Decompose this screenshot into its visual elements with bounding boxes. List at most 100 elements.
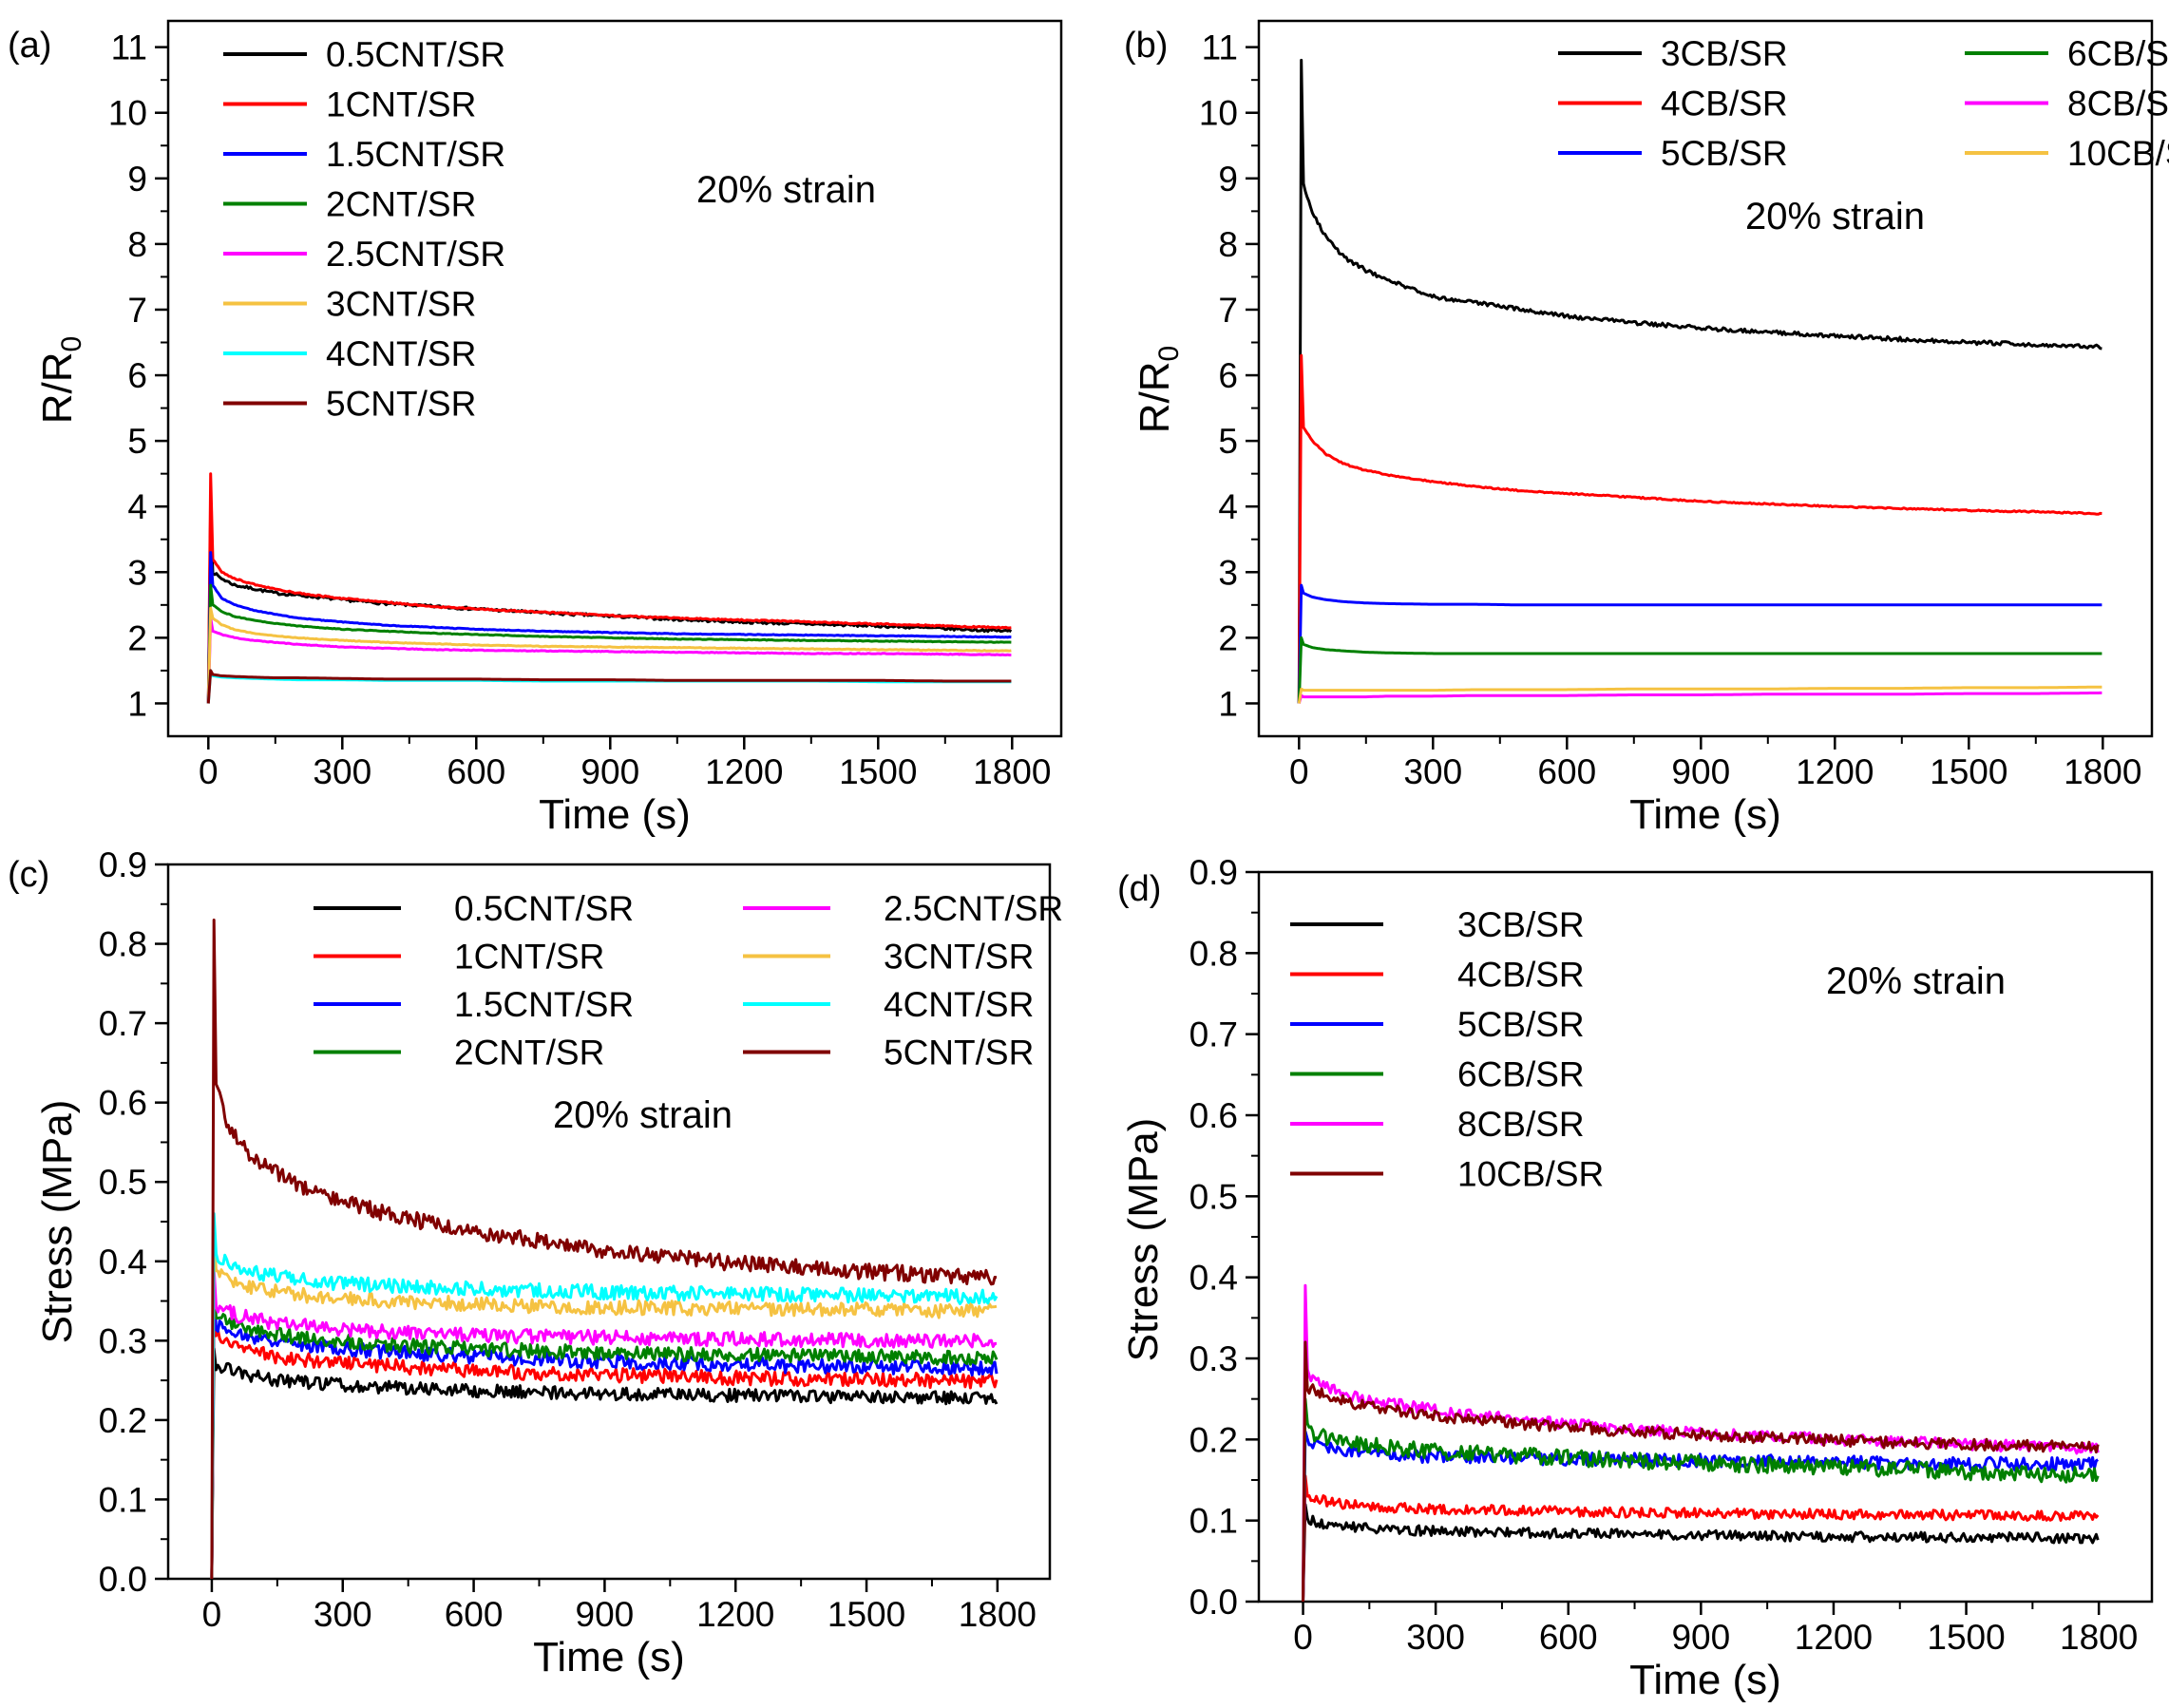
panel-label: (b): [1124, 26, 1168, 66]
legend-label: 3CNT/SR: [326, 285, 476, 324]
x-tick-label: 1500: [1927, 1618, 2005, 1657]
series-line: [210, 919, 998, 1579]
y-tick-label: 7: [127, 291, 147, 330]
y-tick-label: 0.7: [1189, 1015, 1238, 1054]
x-tick-label: 1200: [1795, 1618, 1873, 1657]
y-tick-label: 0.1: [99, 1480, 147, 1519]
series-line: [1297, 353, 2102, 704]
x-tick-label: 600: [1537, 752, 1596, 791]
legend-label: 5CNT/SR: [326, 385, 476, 424]
y-tick-label: 0.1: [1189, 1502, 1238, 1541]
series-line: [206, 669, 1012, 704]
series-line: [210, 1347, 999, 1579]
series-line: [1297, 691, 2102, 704]
legend-label: 1CNT/SR: [326, 85, 476, 124]
y-tick-label: 0.3: [1189, 1339, 1238, 1378]
x-tick-label: 900: [576, 1595, 635, 1634]
legend-label: 4CNT/SR: [884, 985, 1034, 1024]
x-tick-label: 900: [580, 752, 639, 791]
y-tick-label: 0.9: [1189, 853, 1238, 892]
x-tick-label: 1200: [1796, 752, 1874, 791]
y-tick-label: 0.5: [1189, 1177, 1238, 1216]
y-tick-label: 0.2: [1189, 1420, 1238, 1459]
legend-label: 4CB/SR: [1661, 85, 1788, 123]
x-tick-label: 0: [202, 1595, 222, 1634]
legend: 0.5CNT/SR 1CNT/SR 1.5CNT/SR 2CNT/SR 2.5CNT/S…: [223, 35, 505, 424]
x-axis-title: Time (s): [533, 1634, 685, 1680]
legend-label: 8CB/SR: [2067, 85, 2169, 123]
y-tick-label: 7: [1218, 291, 1238, 330]
y-tick-label: 0.4: [99, 1243, 147, 1281]
y-tick-label: 0.3: [99, 1321, 147, 1360]
panel-a: 0 300 600 900 1200 1500 1800 1 2 3 4 5 6 7 8 9 10 11 Time …: [8, 19, 1063, 838]
legend-label: 6CB/SR: [1457, 1055, 1585, 1094]
x-tick-label: 900: [1671, 1618, 1730, 1657]
plot-frame: [1257, 870, 2154, 1604]
series-line: [210, 1283, 999, 1579]
y-tick-label: 0.6: [99, 1084, 147, 1123]
series-line: [210, 1236, 998, 1579]
x-tick-label: 1500: [828, 1595, 905, 1634]
series-line: [1302, 1474, 2100, 1602]
x-tick-label: 300: [313, 752, 371, 791]
x-tick-label: 300: [314, 1595, 372, 1634]
series-line: [1302, 1340, 2100, 1602]
x-tick-label: 1800: [959, 1595, 1037, 1634]
y-tick-label: 9: [127, 160, 147, 199]
series-line: [206, 551, 1012, 704]
x-axis-title: Time (s): [1629, 791, 1781, 838]
y-axis-title: Stress (MPa): [34, 1100, 81, 1344]
series-line: [210, 1283, 999, 1579]
x-tick-label: 1200: [705, 752, 783, 791]
series-line: [206, 617, 1012, 704]
y-tick-label: 6: [1218, 356, 1238, 395]
strain-annotation: 20% strain: [696, 169, 876, 211]
y-tick-label: 0.5: [99, 1163, 147, 1202]
y-tick-label: 8: [1218, 225, 1238, 264]
legend-label: 3CB/SR: [1457, 905, 1585, 944]
y-tick-label: 0.6: [1189, 1096, 1238, 1135]
x-axis-title: Time (s): [1629, 1657, 1781, 1703]
series-line: [1302, 1430, 2100, 1602]
panel-label: (c): [8, 855, 49, 895]
strain-annotation: 20% strain: [1745, 196, 1925, 237]
series-group: [206, 472, 1013, 704]
legend-label: 2.5CNT/SR: [326, 235, 505, 274]
y-tick-label: 0.8: [1189, 934, 1238, 973]
series-line: [1302, 1503, 2100, 1602]
x-tick-label: 600: [447, 752, 505, 791]
legend-label: 0.5CNT/SR: [454, 889, 634, 928]
panel-d: 0 300 600 900 1200 1500 1800 0.0 0.1 0.2 0.3 0.4 0.5…: [1117, 853, 2154, 1703]
x-tick-label: 600: [445, 1595, 504, 1634]
legend-label: 2CNT/SR: [454, 1034, 604, 1072]
y-tick-label: 10: [108, 94, 147, 133]
series-line: [206, 606, 1012, 704]
x-tick-label: 1200: [696, 1595, 774, 1634]
y-tick-label: 8: [127, 225, 147, 264]
series-line: [1297, 685, 2102, 704]
legend-label: 4CNT/SR: [326, 334, 476, 373]
y-tick-label: 4: [1218, 487, 1238, 526]
x-tick-label: 1500: [839, 752, 917, 791]
legend-label: 5CB/SR: [1661, 134, 1788, 173]
series-group: [1302, 1283, 2100, 1602]
legend-label: 5CB/SR: [1457, 1005, 1585, 1044]
y-tick-label: 0.0: [1189, 1583, 1238, 1622]
x-tick-label: 300: [1406, 1618, 1465, 1657]
series-line: [206, 472, 1012, 704]
y-tick-label: 2: [1218, 618, 1238, 657]
y-axis-title: R/R0: [1132, 346, 1185, 433]
series-line: [1302, 1397, 2100, 1602]
y-tick-label: 0.8: [99, 925, 147, 964]
y-tick-label: 3: [127, 553, 147, 592]
y-tick-label: 1: [1218, 684, 1238, 723]
legend-label: 2.5CNT/SR: [884, 889, 1063, 928]
y-tick-label: 0.2: [99, 1401, 147, 1440]
legend-label: 10CB/SR: [2067, 134, 2169, 173]
legend-label: 10CB/SR: [1457, 1155, 1604, 1194]
y-tick-label: 0.7: [99, 1004, 147, 1043]
legend-label: 3CB/SR: [1661, 34, 1788, 73]
series-group: [1297, 58, 2102, 704]
strain-annotation: 20% strain: [553, 1094, 733, 1136]
